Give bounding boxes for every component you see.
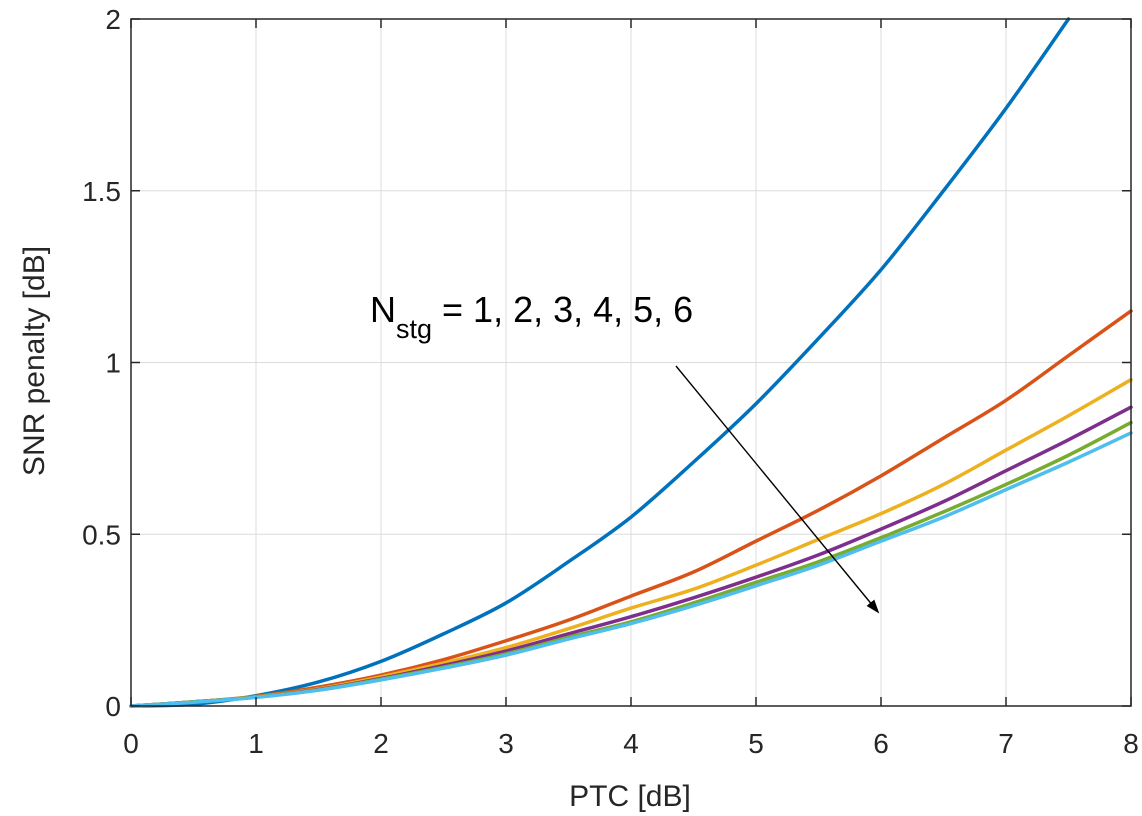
x-tick-label: 6 (873, 728, 889, 759)
x-tick-label: 3 (498, 728, 514, 759)
x-tick-label: 4 (623, 728, 639, 759)
y-tick-label: 1.5 (82, 176, 121, 207)
annotation-subscript: stg (396, 314, 432, 344)
series-lines (129, 17, 1133, 708)
y-axis-label: SNR penalty [dB] (18, 246, 51, 476)
tick-labels: 0 1 2 3 4 5 6 7 8 0 0.5 1 1.5 2 (82, 4, 1139, 759)
y-tick-label: 1 (105, 348, 121, 379)
annotation-rest: = 1, 2, 3, 4, 5, 6 (432, 289, 693, 330)
x-tick-label: 0 (123, 728, 139, 759)
x-tick-label: 8 (1123, 728, 1139, 759)
x-axis-label: PTC [dB] (569, 780, 691, 813)
x-tick-label: 5 (748, 728, 764, 759)
y-tick-label: 0 (105, 691, 121, 722)
series-line-6 (129, 431, 1133, 708)
trend-arrow (675, 365, 880, 614)
x-tick-label: 1 (248, 728, 264, 759)
y-tick-label: 2 (105, 4, 121, 35)
axis-ticks (130, 18, 1132, 707)
annotation-main: N (370, 289, 396, 330)
x-tick-label: 7 (998, 728, 1014, 759)
y-tick-label: 0.5 (82, 519, 121, 550)
x-tick-label: 2 (373, 728, 389, 759)
grid-lines (130, 18, 1132, 707)
stages-annotation: Nstg = 1, 2, 3, 4, 5, 6 (370, 289, 693, 344)
series-line-1 (129, 17, 1071, 708)
